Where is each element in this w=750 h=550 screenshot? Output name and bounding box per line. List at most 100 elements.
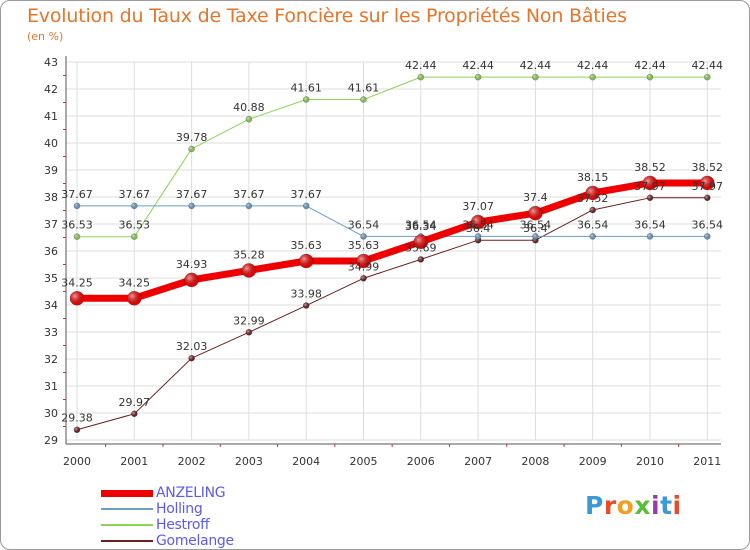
data-point-shine-anzeling — [356, 253, 371, 268]
data-point-shine-anzeling — [413, 234, 428, 249]
series — [69, 73, 715, 434]
data-point-shine-hestroff — [647, 74, 653, 81]
series-line-anzeling — [73, 179, 711, 302]
x-tick-label-2009: 2009 — [579, 455, 607, 468]
legend-label-holling: Holling — [156, 501, 203, 517]
y-tick-label-29: 29 — [44, 434, 58, 447]
data-label-hestroff-2001: 36.53 — [119, 219, 151, 232]
data-point-shine-gomelange — [74, 426, 80, 433]
data-label-holling-2008: 36.54 — [520, 218, 552, 231]
data-point-shine-gomelange — [303, 302, 310, 309]
y-tick-label-35: 35 — [44, 272, 58, 285]
data-point-shine-anzeling — [700, 175, 715, 190]
data-label-gomelange-2006: 35.69 — [405, 241, 437, 254]
data-label-hestroff-2000: 36.53 — [61, 219, 93, 232]
data-point-shine-holling — [188, 202, 195, 209]
data-label-holling-2002: 37.67 — [176, 188, 208, 201]
data-label-anzeling-2006: 36.34 — [405, 220, 437, 233]
data-label-anzeling-2011: 38.52 — [692, 161, 724, 174]
data-label-gomelange-2008: 36.4 — [523, 222, 548, 235]
y-tick-label-43: 43 — [44, 56, 58, 69]
data-label-hestroff-2005: 41.61 — [348, 82, 380, 95]
x-tick-label-2000: 2000 — [63, 455, 91, 468]
data-point-shine-hestroff — [589, 74, 596, 81]
legend-swatch-gomelange — [101, 540, 153, 542]
y-tick-label-41: 41 — [44, 110, 58, 123]
data-label-hestroff-2011: 42.44 — [692, 59, 724, 72]
data-point-shine-holling — [245, 202, 252, 209]
logo-letter: r — [603, 491, 617, 520]
data-label-anzeling-2001: 34.25 — [119, 276, 151, 289]
data-point-shine-hestroff — [417, 74, 424, 81]
data-point-shine-gomelange — [704, 194, 711, 201]
data-point-shine-gomelange — [417, 256, 424, 263]
data-point-shine-holling — [704, 233, 711, 240]
data-label-anzeling-2008: 37.4 — [523, 191, 548, 204]
y-tick-label-40: 40 — [44, 137, 58, 150]
legend-label-anzeling: ANZELING — [156, 485, 226, 501]
x-tick-label-2007: 2007 — [464, 455, 492, 468]
logo-letter: x — [634, 491, 651, 520]
y-tick-label-42: 42 — [44, 83, 58, 96]
x-tick-label-2006: 2006 — [407, 455, 435, 468]
legend-swatch-hestroff — [101, 524, 153, 526]
y-tick-label-31: 31 — [44, 380, 58, 393]
data-point-shine-gomelange — [647, 194, 653, 201]
data-point-shine-hestroff — [245, 116, 252, 123]
data-point-shine-gomelange — [245, 329, 252, 336]
gridlines — [66, 61, 721, 441]
data-label-gomelange-2011: 37.97 — [692, 180, 724, 193]
data-label-holling-2001: 37.67 — [119, 188, 151, 201]
data-label-gomelange-2002: 32.03 — [176, 340, 208, 353]
data-label-gomelange-2010: 37.97 — [634, 180, 666, 193]
data-label-anzeling-2009: 38.15 — [577, 171, 609, 184]
data-point-shine-holling — [360, 233, 367, 240]
legend-swatch-holling — [101, 508, 153, 510]
data-label-hestroff-2009: 42.44 — [577, 59, 609, 72]
data-label-hestroff-2004: 41.61 — [290, 82, 322, 95]
data-label-anzeling-2002: 34.93 — [176, 258, 208, 271]
data-label-holling-2006: 36.54 — [405, 218, 437, 231]
x-tick-label-2008: 2008 — [521, 455, 549, 468]
legend-label-hestroff: Hestroff — [156, 517, 210, 533]
data-label-holling-2011: 36.54 — [692, 218, 724, 231]
logo-letter: i — [672, 491, 682, 520]
y-tick-label-34: 34 — [44, 299, 58, 312]
data-point-shine-anzeling — [70, 291, 84, 306]
data-label-holling-2003: 37.67 — [233, 188, 265, 201]
x-tick-label-2011: 2011 — [693, 455, 721, 468]
data-label-gomelange-2005: 34.99 — [348, 260, 380, 273]
y-tick-label-32: 32 — [44, 353, 58, 366]
logo-letter: P — [585, 491, 604, 520]
chart-title: Evolution du Taux de Taxe Foncière sur l… — [27, 5, 627, 27]
data-label-gomelange-2001: 29.97 — [119, 396, 151, 409]
data-label-gomelange-2000: 29.38 — [61, 412, 93, 425]
data-label-holling-2010: 36.54 — [634, 218, 666, 231]
x-tick-label-2003: 2003 — [235, 455, 263, 468]
data-point-shine-holling — [589, 233, 596, 240]
data-label-anzeling-2004: 35.63 — [290, 239, 322, 252]
x-tick-label-2001: 2001 — [120, 455, 148, 468]
y-tick-label-37: 37 — [44, 218, 58, 231]
data-point-shine-hestroff — [704, 74, 711, 81]
data-point-shine-anzeling — [299, 253, 314, 268]
data-label-anzeling-2003: 35.28 — [233, 248, 265, 261]
data-point-shine-gomelange — [360, 275, 367, 282]
logo-letter: t — [660, 491, 673, 520]
data-point-shine-anzeling — [127, 291, 142, 306]
series-line-gomelange — [76, 197, 708, 431]
data-point-shine-hestroff — [303, 96, 310, 103]
data-point-shine-hestroff — [188, 145, 195, 152]
data-point-shine-gomelange — [589, 206, 596, 213]
data-point-shine-holling — [532, 233, 539, 240]
y-tick-label-33: 33 — [44, 326, 58, 339]
y-tick-label-39: 39 — [44, 164, 58, 177]
y-unit-label: (en %) — [27, 30, 64, 43]
data-point-shine-anzeling — [184, 272, 199, 287]
data-point-shine-holling — [647, 233, 653, 240]
data-label-anzeling-2010: 38.52 — [634, 161, 666, 174]
data-label-hestroff-2008: 42.44 — [520, 59, 552, 72]
data-point-shine-hestroff — [475, 74, 482, 81]
